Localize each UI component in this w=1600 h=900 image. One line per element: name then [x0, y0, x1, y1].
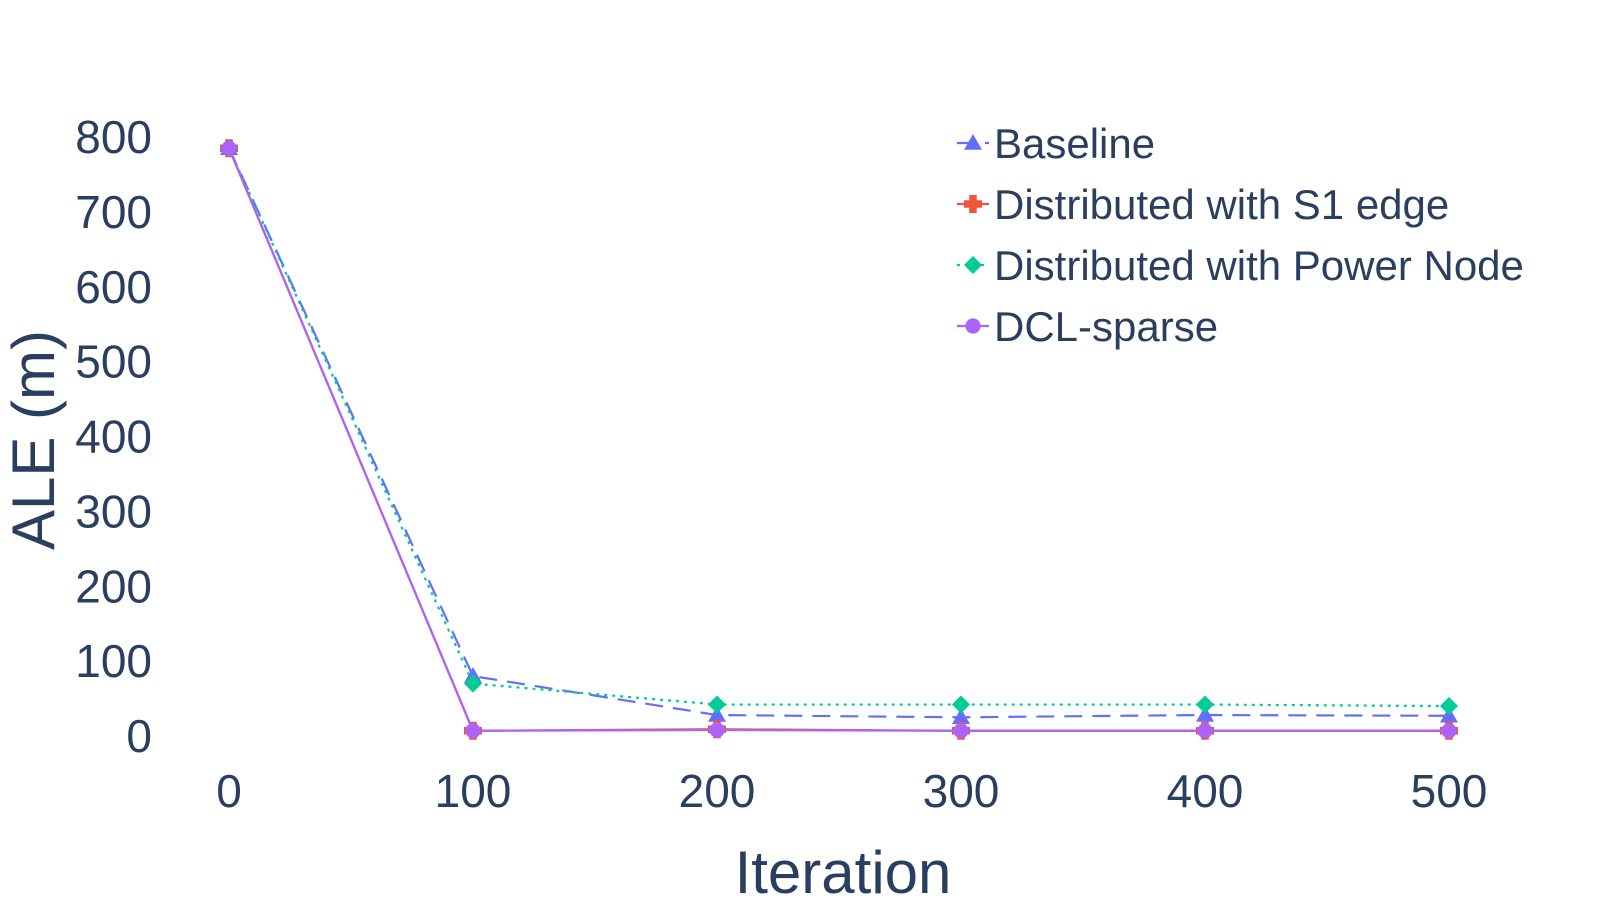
data-point	[708, 706, 726, 722]
x-tick-label: 500	[1411, 765, 1488, 817]
plot-area	[220, 139, 1458, 740]
legend-label: Distributed with Power Node	[994, 242, 1524, 289]
y-tick-label: 300	[75, 485, 152, 537]
legend-swatch-marker	[964, 134, 982, 150]
y-tick-label: 100	[75, 635, 152, 687]
series-line	[227, 147, 1450, 708]
x-axis-ticks: 0 100 200 300 400 500	[216, 765, 1487, 817]
y-tick-label: 600	[75, 261, 152, 313]
y-tick-label: 200	[75, 560, 152, 612]
data-point	[221, 140, 237, 156]
series-line	[228, 147, 1450, 719]
data-point	[465, 723, 481, 739]
data-point	[1196, 706, 1214, 722]
y-tick-label: 400	[75, 411, 152, 463]
x-tick-label: 400	[1167, 765, 1244, 817]
x-tick-label: 0	[216, 765, 242, 817]
legend-swatch-marker	[965, 318, 981, 334]
series-distributed-with-s1-edge	[220, 139, 1458, 740]
y-axis-ticks: 0 100 200 300 400 500 600 700 800	[75, 111, 152, 762]
data-point	[1440, 697, 1458, 716]
y-tick-label: 0	[126, 710, 152, 762]
y-tick-label: 700	[75, 186, 152, 238]
legend-swatch-marker	[964, 195, 982, 213]
legend-item[interactable]: Distributed with Power Node	[957, 242, 1524, 289]
data-point	[1441, 723, 1457, 739]
data-point	[1196, 695, 1214, 714]
series-dcl-sparse	[221, 140, 1457, 739]
legend-label: Distributed with S1 edge	[994, 181, 1449, 228]
x-tick-label: 200	[679, 765, 756, 817]
legend[interactable]: Baseline Distributed with S1 edge Distribu…	[957, 120, 1524, 350]
series-line	[227, 147, 1449, 732]
y-axis-title: ALE (m)	[0, 330, 67, 550]
x-axis-title: Iteration	[735, 839, 952, 900]
data-point	[953, 723, 969, 739]
x-tick-label: 100	[435, 765, 512, 817]
legend-label: DCL-sparse	[994, 303, 1218, 350]
y-tick-label: 800	[75, 111, 152, 163]
legend-swatch-marker	[964, 256, 982, 274]
legend-item[interactable]: DCL-sparse	[957, 303, 1218, 350]
series-line	[227, 147, 1449, 732]
legend-item[interactable]: Baseline	[957, 120, 1155, 167]
y-tick-label: 500	[75, 336, 152, 388]
data-point	[952, 695, 970, 714]
legend-label: Baseline	[994, 120, 1155, 167]
data-point	[464, 674, 482, 693]
data-point	[952, 708, 970, 725]
data-point	[708, 695, 726, 714]
data-point	[1197, 723, 1213, 739]
legend-item[interactable]: Distributed with S1 edge	[957, 181, 1449, 228]
data-point	[709, 722, 725, 738]
x-tick-label: 300	[923, 765, 1000, 817]
